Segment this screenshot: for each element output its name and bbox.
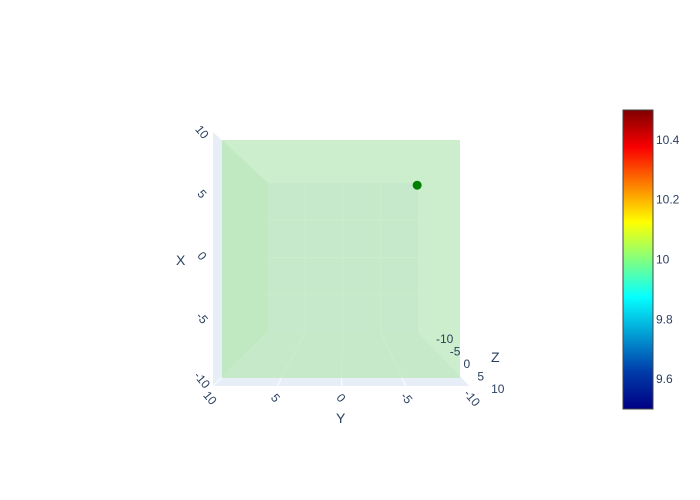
volume-side-face	[222, 140, 268, 378]
colorbar-gradient	[622, 109, 654, 410]
x-tick-label: 10	[192, 122, 212, 141]
z-tick-label: 0	[464, 357, 471, 371]
z-tick-label: -10	[436, 332, 454, 346]
colorbar: 10.4 10.2 10 9.8 9.6	[622, 109, 680, 410]
z-axis-title: Z	[491, 349, 500, 365]
volume-front-face	[222, 140, 460, 378]
z-tick-label: 5	[477, 370, 484, 384]
x-axis-title: X	[176, 252, 186, 268]
x-tick-label: -5	[193, 309, 211, 326]
colorbar-tick-label: 9.8	[656, 312, 673, 326]
z-tick-label: 10	[491, 382, 505, 396]
x-tick-label: -10	[191, 369, 213, 392]
colorbar-tick-label: 9.6	[656, 372, 673, 386]
x-tick-label: 5	[194, 187, 209, 201]
colorbar-tick-label: 10	[656, 253, 670, 267]
x-tick-label: 0	[194, 249, 209, 263]
z-tick-label: -5	[450, 345, 461, 359]
colorbar-tick-label: 10.4	[656, 133, 680, 147]
data-points	[412, 180, 422, 190]
y-tick-label: -5	[398, 389, 416, 406]
y-axis-title: Y	[336, 410, 346, 426]
colorbar-tick-label: 10.2	[656, 193, 680, 207]
y-tick-label: 5	[268, 391, 283, 405]
y-tick-label: 0	[333, 391, 348, 405]
y-tick-label: -10	[461, 387, 483, 410]
y-tick-label: 10	[200, 388, 220, 407]
data-point	[412, 180, 422, 190]
colorbar-ticks: 10.4 10.2 10 9.8 9.6	[656, 133, 680, 386]
